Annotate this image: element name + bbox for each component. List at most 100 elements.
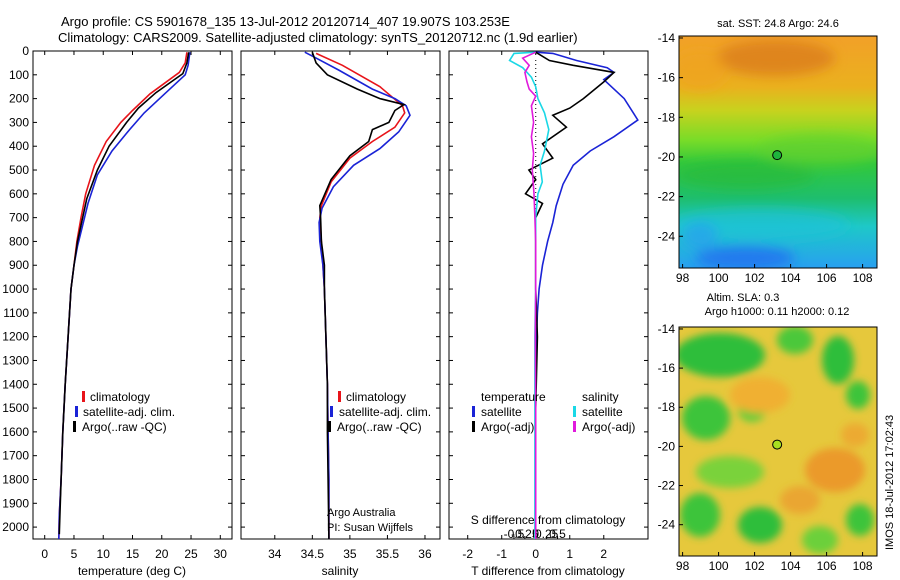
map-x-tick-label: 108 [853, 271, 873, 285]
sla-low-patch [679, 333, 765, 377]
x-tick-label: -2 [462, 547, 473, 561]
difference-panel [448, 50, 649, 540]
depth-tick-label: 1600 [2, 425, 29, 439]
depth-tick-label: 1800 [2, 472, 29, 486]
sla-high-patch [841, 423, 869, 447]
depth-tick-label: 100 [9, 68, 29, 82]
legend-title-temperature: temperature [481, 390, 546, 404]
depth-tick-label: 1000 [2, 282, 29, 296]
legend-label-s-argo: Argo(-adj) [582, 420, 635, 434]
map-y-tick-label: -14 [658, 31, 676, 45]
legend-swatch-s-argo [573, 421, 576, 432]
legend-swatch-argo [73, 421, 76, 432]
x-tick-label: 35 [343, 547, 357, 561]
series-line-argo [58, 52, 190, 535]
sst-green-patch [760, 135, 877, 165]
map-y-tick-label: -24 [658, 518, 676, 532]
sst-blue-patch [695, 246, 795, 268]
depth-tick-label: 900 [9, 258, 29, 272]
annotation-argo-australia: Argo Australia [327, 507, 396, 519]
map-y-tick-label: -20 [658, 439, 676, 453]
sst-blue-patch [682, 222, 718, 250]
x-tick-label: 10 [97, 547, 111, 561]
depth-tick-label: 0 [22, 44, 29, 58]
map-x-tick-label: 106 [817, 271, 837, 285]
map-y-tick-label: -16 [658, 361, 676, 375]
sst-warm-patch [679, 50, 728, 90]
salinity-legend: climatology satellite-adj. clim. Argo(..… [328, 390, 431, 434]
x-tick-label: 2 [600, 547, 607, 561]
map-x-tick-label: 100 [709, 271, 729, 285]
x-tick-label: 30 [214, 547, 228, 561]
sla-low-patch [738, 507, 782, 543]
x-tick-label: 34.5 [301, 547, 325, 561]
sst-warm-patch [715, 40, 835, 76]
sla-map: Altim. SLA: 0.3 Argo h1000: 0.11 h2000: … [658, 292, 878, 573]
sla-low-patch [846, 504, 874, 536]
legend-label-t-argo: Argo(-adj) [481, 420, 534, 434]
legend-swatch-climatology [338, 391, 341, 402]
salinity-axis-label: salinity [322, 564, 359, 578]
map-x-tick-label: 108 [853, 559, 873, 573]
depth-tick-label: 200 [9, 92, 29, 106]
series-line-satellite [534, 51, 639, 539]
map-y-tick-label: -22 [658, 190, 676, 204]
map-x-tick-label: 98 [676, 271, 690, 285]
x-tick-label: 0 [532, 547, 539, 561]
series-line-sal_argo [521, 51, 537, 539]
depth-tick-label: 700 [9, 211, 29, 225]
depth-tick-label: 1200 [2, 330, 29, 344]
depth-tick-label: 2000 [2, 520, 29, 534]
depth-tick-label: 1100 [3, 306, 29, 320]
legend-label-t-satellite: satellite [481, 405, 522, 419]
legend-swatch-t-satellite [472, 406, 475, 417]
depth-tick-label: 1300 [2, 353, 29, 367]
sla-low-patch [822, 336, 854, 384]
x-tick-label: 25 [184, 547, 198, 561]
side-label: IMOS 18-Jul-2012 17:02:43 [884, 415, 896, 550]
legend-swatch-argo [328, 421, 331, 432]
map-x-tick-label: 104 [781, 559, 801, 573]
legend-label-argo: Argo(..raw -QC) [82, 420, 167, 434]
sla-map-subtitle: Argo h1000: 0.11 h2000: 0.12 [705, 306, 850, 318]
legend-label-argo: Argo(..raw -QC) [337, 420, 422, 434]
sla-low-patch [777, 327, 813, 354]
sst-map-axes: 98 100 102 104 106 108 -14 -16 -18 -20 -22 -24 [658, 31, 873, 285]
legend-swatch-satellite [330, 406, 333, 417]
x-tick-label: 0 [41, 547, 48, 561]
s-tick-label: -0.25 [511, 527, 539, 541]
depth-tick-label: 500 [9, 163, 29, 177]
x-tick-label: 5 [71, 547, 78, 561]
legend-label-s-satellite: satellite [582, 405, 623, 419]
sla-high-patch [780, 486, 820, 514]
sla-map-title: Altim. SLA: 0.3 [707, 292, 780, 304]
map-x-tick-label: 102 [745, 559, 765, 573]
legend-swatch-t-argo [472, 421, 475, 432]
temperature-legend: climatology satellite-adj. clim. Argo(..… [73, 390, 175, 434]
x-tick-label: 36 [418, 547, 432, 561]
difference-legend: temperature satellite Argo(-adj) salinit… [472, 390, 635, 434]
header-line-1: Argo profile: CS 5901678_135 13-Jul-2012… [61, 14, 510, 29]
annotation-pi: PI: Susan Wijffels [327, 522, 413, 534]
depth-tick-label: 1900 [2, 496, 29, 510]
s-tick-label: -0.5 [504, 527, 525, 541]
map-x-tick-label: 104 [781, 271, 801, 285]
map-y-tick-label: -24 [658, 229, 676, 243]
sst-map-title: sat. SST: 24.8 Argo: 24.6 [717, 18, 839, 30]
depth-tick-label: 1700 [2, 449, 29, 463]
legend-swatch-s-satellite [573, 406, 576, 417]
depth-tick-label: 800 [9, 234, 29, 248]
x-tick-label: -1 [496, 547, 507, 561]
s-tick-label: 0.5 [549, 527, 566, 541]
sla-low-patch [846, 381, 870, 409]
map-y-tick-label: -20 [658, 150, 676, 164]
depth-tick-label: 1500 [2, 401, 29, 415]
legend-label-satellite: satellite-adj. clim. [339, 405, 431, 419]
s-tick-label: 0.25 [535, 527, 559, 541]
x-tick-label: 15 [126, 547, 140, 561]
map-x-tick-label: 106 [817, 559, 837, 573]
map-y-tick-label: -22 [658, 479, 676, 493]
header-line-2: Climatology: CARS2009. Satellite-adjuste… [58, 30, 578, 45]
sst-map: sat. SST: 24.8 Argo: 24.6 98 100 102 104 106… [658, 18, 878, 285]
